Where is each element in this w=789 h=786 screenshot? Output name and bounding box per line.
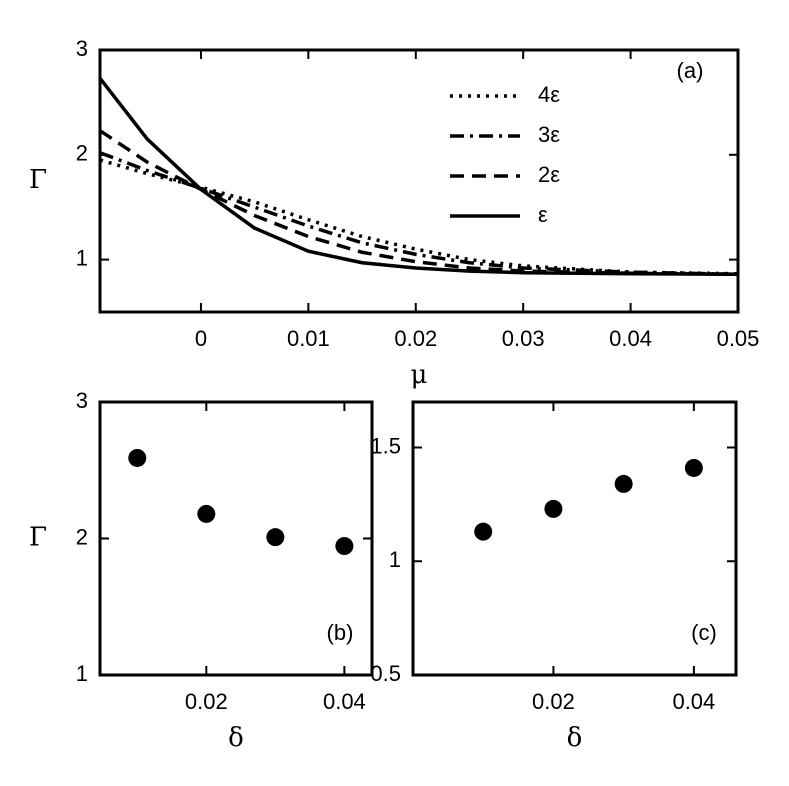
y-axis-label: Γ — [29, 523, 47, 553]
data-point — [684, 458, 703, 477]
y-tick-label: 2 — [76, 524, 88, 549]
y-tick-label: 3 — [76, 36, 88, 61]
legend-label: 2ε — [538, 162, 560, 187]
y-tick-label: 3 — [76, 388, 88, 413]
x-tick-label: 0.03 — [502, 326, 545, 351]
axes-frame — [411, 400, 738, 677]
y-tick-label: 0.5 — [370, 661, 401, 686]
y-axis-label: Γ — [29, 165, 47, 195]
data-point — [474, 522, 493, 541]
data-line — [100, 158, 738, 276]
y-tick-label: 1 — [76, 245, 88, 270]
panel: 0.02 0.04 0.5 1 1.5 δ (c) — [370, 400, 738, 753]
y-tick-label: 2 — [76, 141, 88, 166]
data-line — [100, 151, 738, 277]
data-point — [266, 528, 285, 547]
data-point — [197, 504, 216, 523]
panel: 0 0.01 0.02 0.03 0.04 0.05 1 2 3 μ Γ (a) 4ε 3ε 2ε ε — [29, 36, 759, 390]
x-tick-label: 0.04 — [609, 326, 652, 351]
x-axis-label: δ — [567, 723, 583, 753]
x-tick-label: 0.02 — [185, 689, 228, 714]
data-point — [335, 537, 354, 556]
x-tick-label: 0.02 — [394, 326, 437, 351]
panel-label: (c) — [691, 620, 717, 645]
x-tick-label: 0.02 — [532, 689, 575, 714]
x-tick-label: 0.01 — [287, 326, 330, 351]
data-point — [128, 448, 147, 467]
panel: 0.02 0.04 1 2 3 δ Γ (b) — [29, 388, 374, 753]
data-line — [100, 77, 738, 277]
x-axis-label: δ — [228, 723, 244, 753]
legend: 4ε 3ε 2ε ε — [450, 82, 560, 227]
panel-label: (b) — [327, 620, 354, 645]
data-point — [544, 499, 563, 518]
x-axis-label: μ — [411, 360, 428, 390]
y-tick-label: 1 — [389, 547, 401, 572]
legend-label: ε — [538, 202, 548, 227]
x-tick-label: 0.04 — [672, 689, 715, 714]
data-point — [614, 474, 633, 493]
x-tick-label: 0 — [195, 326, 207, 351]
axes-frame — [98, 400, 374, 677]
legend-label: 4ε — [538, 82, 560, 107]
plot-area — [100, 77, 738, 277]
panel-label: (a) — [677, 58, 704, 83]
legend-label: 3ε — [538, 122, 560, 147]
y-tick-label: 1.5 — [370, 433, 401, 458]
x-tick-label: 0.04 — [323, 689, 366, 714]
axes-frame — [98, 48, 740, 314]
data-line — [100, 129, 738, 277]
x-tick-label: 0.05 — [717, 326, 760, 351]
y-tick-label: 1 — [76, 661, 88, 686]
